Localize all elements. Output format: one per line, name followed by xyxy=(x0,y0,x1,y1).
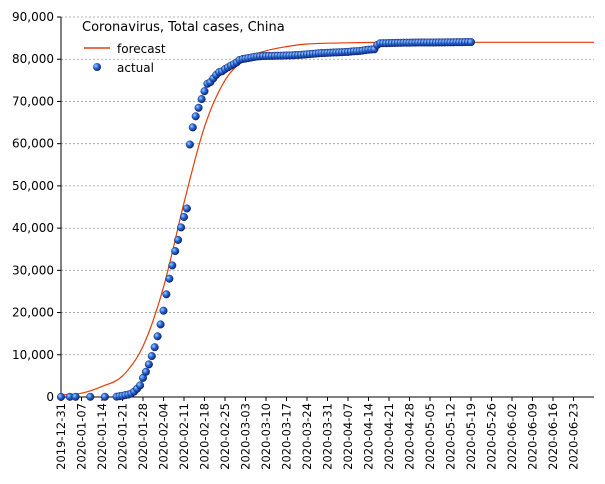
y-tick-label: 30,000 xyxy=(12,263,54,277)
actual-point xyxy=(71,392,80,401)
actual-point xyxy=(150,343,159,352)
actual-point xyxy=(182,204,191,213)
actual-point xyxy=(467,38,476,47)
y-axis-tick-labels: 0 10,000 20,000 30,000 40,000 50,000 60,000 70,… xyxy=(12,10,54,404)
x-tick-label: 2020-06-23 xyxy=(567,403,581,470)
axes xyxy=(57,16,594,401)
x-tick-label: 2020-04-14 xyxy=(362,403,376,470)
x-tick-label: 2020-05-05 xyxy=(423,403,437,470)
x-tick-label: 2020-06-02 xyxy=(505,403,519,470)
legend-actual-label: actual xyxy=(117,61,154,75)
actual-point xyxy=(156,320,165,329)
x-tick-label: 2020-03-24 xyxy=(300,403,314,470)
x-tick-label: 2020-05-12 xyxy=(444,403,458,470)
x-tick-label: 2019-12-31 xyxy=(54,403,68,470)
actual-point xyxy=(141,367,150,376)
x-tick-label: 2020-03-17 xyxy=(280,403,294,470)
chart-title: Coronavirus, Total cases, China xyxy=(82,20,285,35)
x-tick-label: 2020-02-11 xyxy=(177,403,191,470)
x-tick-label: 2020-03-03 xyxy=(239,403,253,470)
x-tick-label: 2020-03-31 xyxy=(321,403,335,470)
series-actual xyxy=(57,38,476,401)
actual-point xyxy=(57,392,66,401)
actual-point xyxy=(191,112,200,121)
x-tick-label: 2020-04-21 xyxy=(382,403,396,470)
actual-point xyxy=(147,352,156,361)
actual-point xyxy=(165,274,174,283)
y-tick-label: 0 xyxy=(46,390,54,404)
x-tick-label: 2020-05-19 xyxy=(464,403,478,470)
actual-point xyxy=(188,123,197,132)
actual-point xyxy=(162,290,171,299)
actual-point xyxy=(86,392,95,401)
x-axis-tick-labels: 2019-12-31 2020-01-07 2020-01-14 2020-01-21… xyxy=(54,403,581,470)
actual-point xyxy=(136,381,145,390)
actual-point xyxy=(179,212,188,221)
y-tick-label: 50,000 xyxy=(12,179,54,193)
y-tick-label: 90,000 xyxy=(12,10,54,24)
x-tick-label: 2020-04-28 xyxy=(403,403,417,470)
grid-lines xyxy=(61,16,594,356)
actual-point xyxy=(200,87,209,96)
x-tick-label: 2020-01-21 xyxy=(116,403,130,470)
x-tick-label: 2020-05-26 xyxy=(485,403,499,470)
actual-point xyxy=(153,332,162,341)
legend: Coronavirus, Total cases, China forecast… xyxy=(82,20,285,75)
legend-forecast-label: forecast xyxy=(117,42,166,56)
x-tick-label: 2020-02-04 xyxy=(157,403,171,470)
x-tick-label: 2020-02-25 xyxy=(218,403,232,470)
x-tick-label: 2020-01-07 xyxy=(75,403,89,470)
y-tick-label: 80,000 xyxy=(12,52,54,66)
x-tick-label: 2020-01-14 xyxy=(95,403,109,470)
actual-point xyxy=(168,261,177,270)
x-tick-label: 2020-01-28 xyxy=(136,403,150,470)
series-forecast xyxy=(60,41,594,396)
forecast-line xyxy=(60,41,594,396)
x-tick-label: 2020-04-07 xyxy=(341,403,355,470)
actual-point xyxy=(174,235,183,244)
legend-actual-marker xyxy=(93,63,101,71)
y-tick-label: 40,000 xyxy=(12,221,54,235)
y-tick-label: 10,000 xyxy=(12,348,54,362)
y-tick-label: 70,000 xyxy=(12,94,54,108)
actual-point xyxy=(144,360,153,369)
y-tick-label: 60,000 xyxy=(12,137,54,151)
y-tick-label: 20,000 xyxy=(12,306,54,320)
actual-point xyxy=(177,223,186,232)
actual-point xyxy=(100,392,109,401)
x-tick-label: 2020-06-16 xyxy=(546,403,560,470)
actual-point xyxy=(185,140,194,149)
actual-point xyxy=(171,247,180,256)
x-tick-label: 2020-06-09 xyxy=(526,403,540,470)
x-tick-label: 2020-03-10 xyxy=(259,403,273,470)
actual-point xyxy=(194,103,203,112)
actual-point xyxy=(197,95,206,104)
x-tick-label: 2020-02-18 xyxy=(198,403,212,470)
actual-point xyxy=(159,306,168,315)
